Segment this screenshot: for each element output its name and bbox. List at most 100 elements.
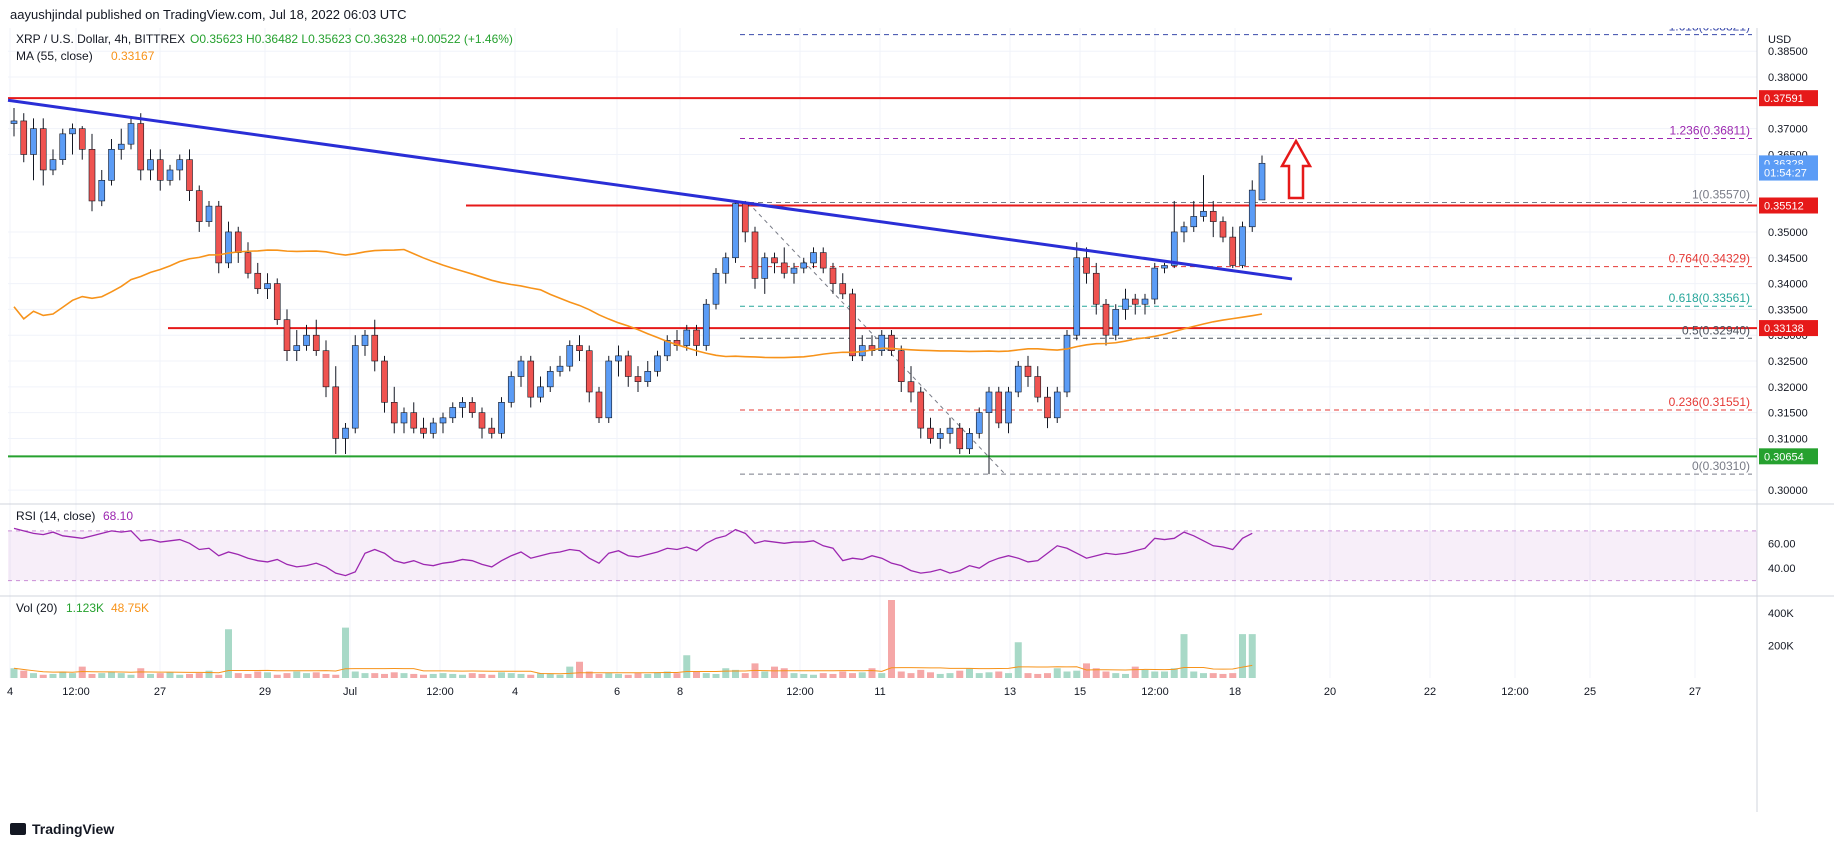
candle-body [293,345,301,351]
volume-bar [1044,673,1051,678]
candle-body [995,391,1003,424]
volume-bar [1131,666,1139,678]
volume-bar [303,673,310,678]
volume-bar [663,671,671,678]
candle-body [215,205,223,264]
fib-label-1: 1(0.35570) [1692,188,1750,202]
up-arrow [1279,138,1313,200]
horizontal-levels[interactable] [8,97,1757,458]
volume-ma-line [13,664,1253,675]
candle-body [137,123,145,171]
legend-ma-label: MA (55, close) [16,49,93,63]
candle-body [176,159,184,171]
tradingview-logo[interactable]: TradingView [10,821,114,837]
up-arrow-annotation[interactable] [1279,138,1313,200]
candle-body [1014,365,1022,393]
candle-body [1073,257,1081,336]
candle-body [546,371,554,388]
candle-body [1063,334,1071,393]
volume-bar [127,674,135,678]
candle-body [702,303,710,346]
volume-bar [410,673,418,678]
price-label-bg [1759,90,1818,107]
price-tick: 0.34500 [1768,253,1808,265]
fibonacci-retracement[interactable]: 1.618(0.38821) 1.236(0.36811) 1(0.35570) 0.… [740,28,1752,475]
price-tick: 0.37000 [1768,124,1808,136]
rsi-tick: 60.00 [1768,538,1796,550]
volume-bar [312,672,320,678]
volume-bar [225,629,232,678]
time-tick: 12:00 [62,686,90,698]
candle-body [205,205,213,222]
volume-bar [1200,673,1207,678]
volume-bar [732,669,739,678]
volume-bar [351,671,359,678]
footer: TradingView [0,812,1834,845]
volume-bar [917,669,925,678]
volume-bar [1239,634,1246,678]
volume-bar [186,673,193,678]
volume-bar [907,673,915,678]
candle-body [10,120,18,124]
candle-body [790,267,798,274]
candle-body [819,252,827,269]
candle-body [1258,162,1266,201]
volume-bar [800,673,808,678]
candle-body [1219,221,1227,238]
volume-bar [361,673,369,678]
volume-bar [390,672,398,678]
candle-body [615,355,622,362]
time-axis[interactable]: 4 12:00 27 29 Jul 12:00 4 6 8 12:00 11 13 15 12:00 18 2… [7,686,1701,698]
tradingview-logo-icon [10,823,26,835]
legend-rsi-value: 68.10 [103,509,133,523]
volume-bar [39,674,47,678]
grid [8,28,1757,678]
price-label: 0.30654 [1764,451,1804,463]
candle-body [693,329,700,346]
volume-bar [790,673,798,678]
volume-bar [244,673,252,678]
volume-bar [936,673,944,678]
volume-bar [166,672,174,678]
candle-body [751,231,759,279]
candle-body [1190,216,1198,228]
price-tick: 0.35000 [1768,227,1808,239]
price-tick: 0.38000 [1768,72,1808,84]
candle-body [936,432,944,439]
candle-body [59,133,67,160]
candle-body [576,345,583,351]
volume-bar [498,672,505,678]
candle-body [595,391,603,419]
candle-body [800,262,808,269]
candle-body [39,128,47,171]
candle-body [1053,391,1061,419]
volume-bar [30,673,37,678]
price-axis[interactable]: USD0.385000.380000.370000.365000.350000.… [1759,34,1818,653]
descending-trendline[interactable] [7,98,1293,281]
volume-bar [693,671,700,678]
volume-bar [546,673,554,678]
volume-bar [585,671,593,678]
time-tick: 27 [1689,686,1701,698]
candle-body [907,381,915,393]
volume-pane [10,600,1256,678]
candle-body [69,128,76,135]
candle-body [663,340,671,357]
volume-bar [673,673,681,678]
time-tick: 22 [1424,686,1436,698]
volume-bar [1034,673,1042,678]
volume-bar [1083,663,1090,678]
volume-bar [1219,673,1227,678]
candle-body [1229,236,1237,266]
legend-vol-value1: 1.123K [66,601,104,615]
price-chart[interactable]: 1.618(0.38821) 1.236(0.36811) 1(0.35570) 0.… [0,28,1834,812]
candle-body [244,252,252,274]
volume-bar [897,671,905,678]
candle-body [966,432,973,450]
candle-body [556,365,564,372]
volume-bar [975,673,983,678]
candle-body [88,149,96,202]
candle-body [303,334,310,346]
volume-bar [1248,634,1256,678]
tradingview-brand: TradingView [32,821,115,837]
